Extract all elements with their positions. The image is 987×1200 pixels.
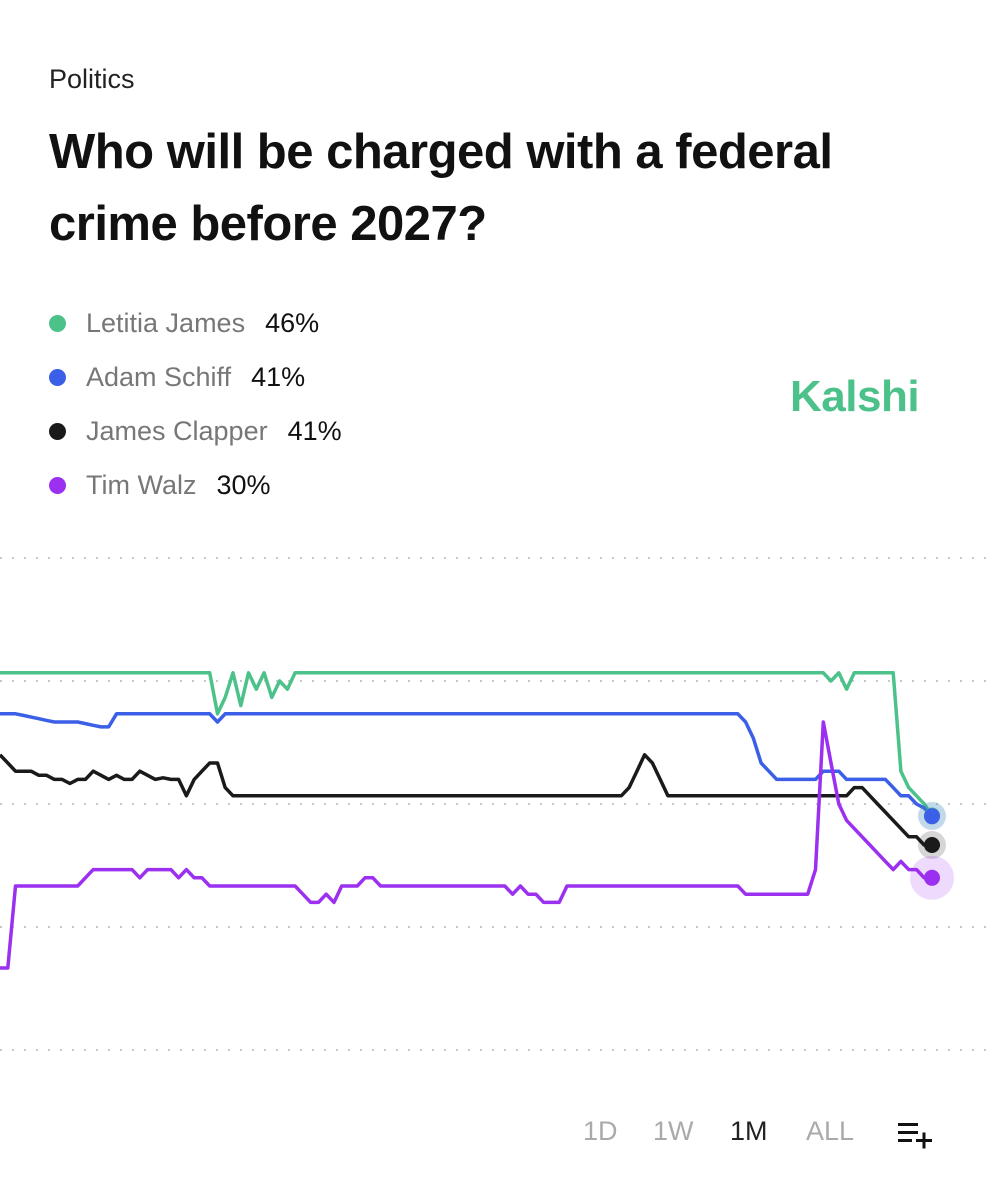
legend-item-tim-walz: Tim Walz 30% xyxy=(49,458,342,512)
series-line-letitia-james xyxy=(0,671,934,817)
legend-value: 30% xyxy=(216,469,271,500)
legend-name: Letitia James xyxy=(86,307,246,338)
legend-dot-adam-schiff xyxy=(49,368,66,386)
legend-item-letitia-james: Letitia James 46% xyxy=(49,296,342,350)
legend: Letitia James 46% Adam Schiff 41% James … xyxy=(49,296,342,512)
series-line-tim-walz xyxy=(0,720,932,970)
legend-value: 41% xyxy=(251,361,306,392)
legend-name: James Clapper xyxy=(86,415,268,446)
series-endpoint-tim-walz xyxy=(924,869,940,886)
legend-value: 46% xyxy=(265,307,320,338)
range-1d-button[interactable]: 1D xyxy=(583,1116,618,1146)
series-line-james-clapper xyxy=(0,753,940,847)
time-range-controls: 1D 1W 1M ALL xyxy=(0,1112,987,1156)
series-endpoint-james-clapper xyxy=(924,837,940,853)
legend-value: 41% xyxy=(287,415,342,446)
kalshi-logo: Kalshi xyxy=(790,372,920,421)
legend-dot-letitia-james xyxy=(49,314,66,332)
legend-name: Adam Schiff xyxy=(86,361,232,392)
legend-item-james-clapper: James Clapper 41% xyxy=(49,404,342,458)
range-1w-button[interactable]: 1W xyxy=(653,1116,694,1146)
price-history-chart xyxy=(0,557,987,1051)
range-1m-button[interactable]: 1M xyxy=(730,1116,768,1146)
legend-item-adam-schiff: Adam Schiff 41% xyxy=(49,350,342,404)
category-label: Politics xyxy=(49,64,135,94)
series-line-adam-schiff xyxy=(0,712,934,818)
legend-dot-james-clapper xyxy=(49,422,66,440)
legend-dot-tim-walz xyxy=(49,476,66,494)
list-add-icon[interactable] xyxy=(896,1116,936,1152)
legend-name: Tim Walz xyxy=(86,469,197,500)
series-endpoint-adam-schiff xyxy=(924,808,940,825)
question-title: Who will be charged with a federal crime… xyxy=(49,125,833,251)
range-all-button[interactable]: ALL xyxy=(806,1116,855,1146)
